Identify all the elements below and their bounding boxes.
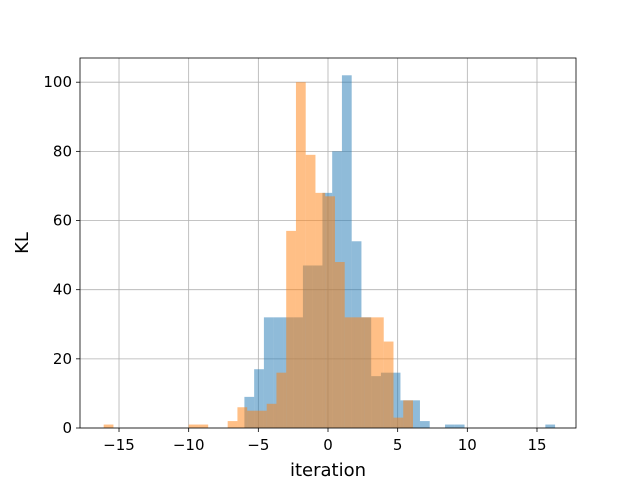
histogram-bar-series-2 <box>364 317 374 428</box>
y-tick-label: 40 <box>53 281 72 299</box>
histogram-bar-series-2 <box>393 417 404 428</box>
x-tick-label: −5 <box>247 436 269 454</box>
x-tick-label: −10 <box>173 436 205 454</box>
y-tick-label: 100 <box>43 73 72 91</box>
y-tick-label: 60 <box>53 212 72 230</box>
histogram-bar-series-1 <box>454 424 465 428</box>
histogram-bar-series-1 <box>390 372 401 428</box>
histogram-bar-series-2 <box>103 424 114 428</box>
histogram-bar-series-2 <box>198 424 209 428</box>
grid-layer <box>80 58 576 429</box>
histogram-bar-series-2 <box>295 82 306 429</box>
y-tick-label: 80 <box>53 142 72 160</box>
x-tick-label: 0 <box>323 436 333 454</box>
histogram-bar-series-1 <box>419 421 430 428</box>
histogram-bar-series-2 <box>227 421 238 428</box>
histogram-bar-series-2 <box>266 403 277 428</box>
x-axis-label: iteration <box>290 460 366 480</box>
histogram-bar-series-1 <box>445 424 455 428</box>
histogram-bar-series-2 <box>354 317 365 428</box>
histogram-bar-series-2 <box>256 410 267 428</box>
histogram-bar-series-1 <box>341 75 352 428</box>
histogram-bar-series-2 <box>305 154 316 428</box>
x-tick-label: −15 <box>103 436 135 454</box>
ticks-layer: −15 −10 −5 0 5 10 15 0 20 40 60 80 100 <box>43 73 546 454</box>
x-tick-label: 10 <box>458 436 477 454</box>
histogram-bar-series-1 <box>410 400 420 428</box>
histogram-bar-series-2 <box>373 317 384 428</box>
histogram-bar-series-1 <box>263 317 274 428</box>
histogram-bar-series-2 <box>276 372 287 428</box>
histogram-bar-series-2 <box>188 424 199 428</box>
x-tick-label: 5 <box>393 436 403 454</box>
histogram-bar-series-2 <box>237 407 248 428</box>
histogram-bar-series-2 <box>383 341 394 428</box>
bars-layer <box>103 75 556 429</box>
histogram-bar-series-2 <box>344 317 355 428</box>
x-tick-label: 15 <box>527 436 546 454</box>
histogram-bar-series-1 <box>545 424 556 428</box>
histogram-bar-series-2 <box>403 400 413 428</box>
y-tick-label: 20 <box>53 350 72 368</box>
histogram-bar-series-1 <box>254 369 264 428</box>
y-tick-label: 0 <box>62 419 72 437</box>
histogram-bar-series-2 <box>247 410 257 428</box>
histogram-bar-series-2 <box>325 196 335 428</box>
histogram-bar-series-2 <box>334 262 345 428</box>
histogram-bar-series-2 <box>286 230 296 428</box>
histogram-bar-series-2 <box>315 192 326 428</box>
y-axis-label: KL <box>12 232 33 254</box>
